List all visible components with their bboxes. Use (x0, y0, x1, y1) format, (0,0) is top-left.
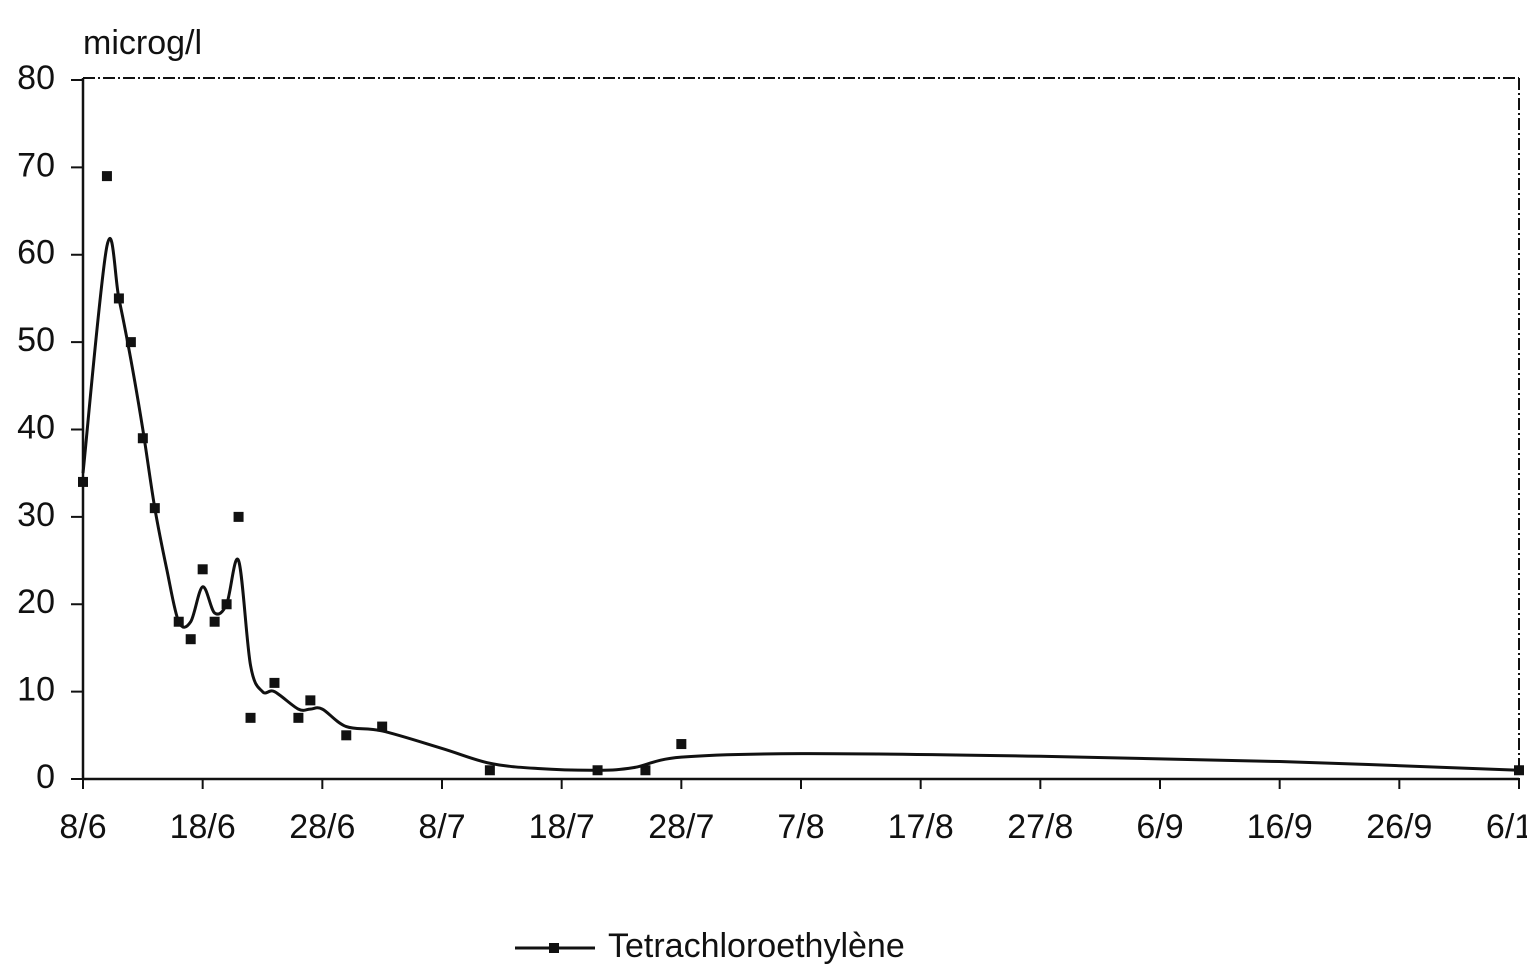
y-tick-label: 60 (17, 234, 55, 272)
x-tick-label: 28/7 (648, 808, 714, 846)
data-point (78, 476, 88, 487)
data-point (101, 171, 112, 182)
y-tick-label: 30 (17, 496, 55, 534)
y-tick-label: 20 (17, 583, 55, 621)
x-tick-label: 6/10 (1486, 808, 1527, 846)
data-point (484, 765, 495, 776)
fit-line (81, 236, 1520, 772)
data-point (640, 765, 651, 776)
y-tick-label: 0 (36, 758, 55, 796)
x-tick-label: 26/9 (1366, 808, 1432, 846)
data-point (197, 564, 208, 575)
y-tick-label: 80 (17, 59, 55, 97)
x-tick-label: 16/9 (1247, 808, 1313, 846)
data-point (269, 677, 280, 688)
y-tick-label: 10 (17, 671, 55, 709)
data-point (185, 634, 196, 645)
data-point (209, 616, 220, 627)
x-tick-label: 6/9 (1136, 808, 1183, 846)
data-point (245, 712, 256, 723)
y-tick-label: 50 (17, 321, 55, 359)
x-tick-label: 8/7 (418, 808, 465, 846)
data-point (305, 695, 316, 706)
x-tick-label: 28/6 (289, 808, 355, 846)
data-point (377, 721, 388, 732)
x-tick-label: 27/8 (1007, 808, 1073, 846)
legend-marker (549, 943, 559, 953)
data-point (233, 511, 244, 522)
legend-label: Tetrachloroethylène (608, 927, 905, 965)
x-tick-label: 8/6 (59, 808, 106, 846)
x-tick-label: 18/6 (170, 808, 236, 846)
x-tick-label: 18/7 (529, 808, 595, 846)
data-point (125, 337, 136, 348)
y-axis-label: microg/l (83, 24, 202, 62)
data-point (341, 730, 352, 741)
data-point (676, 739, 687, 750)
x-tick-label: 7/8 (777, 808, 824, 846)
y-tick-label: 40 (17, 408, 55, 446)
y-tick-label: 70 (17, 146, 55, 184)
x-tick-label: 17/8 (888, 808, 954, 846)
data-point (293, 712, 304, 723)
